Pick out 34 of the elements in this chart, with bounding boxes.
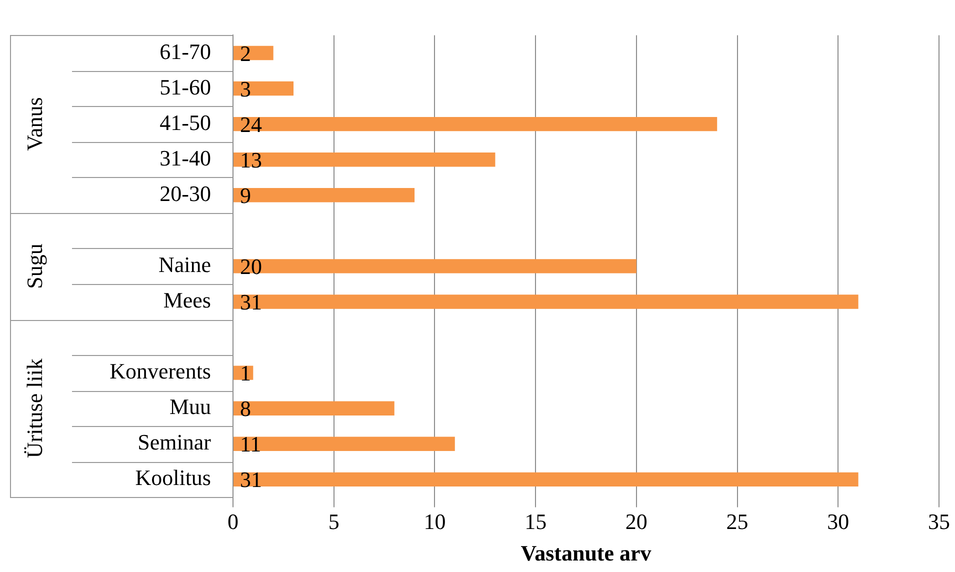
y-tick-label: 41-50: [160, 110, 211, 135]
data-label: 1: [240, 360, 251, 386]
data-label: 9: [240, 182, 251, 208]
x-tick-label: 5: [328, 509, 340, 534]
y-tick-label: Muu: [169, 394, 211, 420]
data-label: 31: [240, 290, 262, 315]
y-tick-label: 20-30: [160, 180, 211, 206]
data-label: 20: [240, 254, 262, 279]
data-label: 13: [240, 147, 262, 172]
x-tick-label: 10: [424, 509, 446, 534]
y-tick-label: 51-60: [160, 74, 211, 100]
data-label: 24: [240, 112, 262, 137]
x-tick-label: 20: [625, 509, 648, 534]
y-tick-label: Naine: [158, 252, 211, 277]
y-tick-label: Koolitus: [135, 465, 211, 490]
x-axis-title: Vastanute arv: [520, 540, 652, 566]
x-tick-label: 15: [524, 509, 547, 534]
x-tick-label: 30: [827, 509, 850, 534]
data-label: 8: [240, 396, 251, 422]
x-tick-label: 0: [228, 509, 238, 534]
data-label: 11: [240, 432, 262, 457]
data-label: 3: [240, 76, 251, 102]
data-label: 2: [240, 40, 251, 66]
text: Ürituse liik: [22, 358, 47, 458]
text: Sugu: [22, 244, 47, 289]
x-tick-label: 35: [928, 509, 950, 534]
y-tick-label: Konverents: [110, 358, 211, 384]
y-tick-label: Mees: [163, 288, 211, 313]
y-tick-label: 31-40: [160, 145, 211, 170]
data-label: 31: [240, 467, 262, 492]
x-tick-label: 25: [726, 509, 748, 534]
y-tick-label: 61-70: [160, 38, 211, 64]
text: Vanus: [22, 97, 47, 151]
y-tick-label: Seminar: [138, 430, 212, 455]
